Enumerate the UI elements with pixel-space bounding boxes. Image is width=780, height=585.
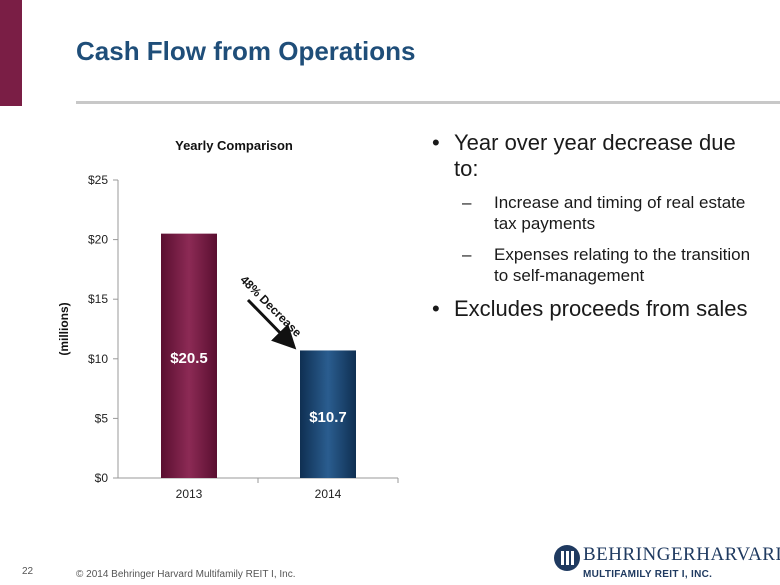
x-tick-label: 2014	[315, 487, 342, 501]
accent-bar	[0, 0, 22, 106]
company-logo: BEHRINGERHARVARD MULTIFAMILY REIT I, INC…	[553, 540, 780, 585]
logo-subtitle: MULTIFAMILY REIT I, INC.	[583, 569, 713, 580]
slide-title: Cash Flow from Operations	[76, 36, 416, 66]
y-tick-label: $10	[88, 352, 108, 366]
logo-emblem-icon	[554, 545, 580, 571]
chart-title: Yearly Comparison	[175, 138, 293, 153]
bullet-text: Increase and timing of real estate tax p…	[494, 193, 746, 233]
data-label: $20.5	[170, 350, 208, 367]
y-tick-label: $15	[88, 292, 108, 306]
copyright-text: © 2014 Behringer Harvard Multifamily REI…	[76, 569, 296, 580]
y-tick-label: $20	[88, 233, 108, 247]
dash-marker: –	[462, 193, 472, 212]
page-number: 22	[22, 566, 34, 577]
y-tick-label: $0	[95, 471, 109, 485]
bar-2014	[300, 350, 356, 478]
x-tick-label: 2013	[176, 487, 203, 501]
decrease-arrow	[246, 298, 297, 350]
bar-2013	[161, 233, 217, 478]
data-label: $10.7	[309, 409, 347, 426]
bullet-text: Expenses relating to the transition to s…	[494, 245, 751, 285]
bullet-item: • Year over year decrease due to:	[432, 130, 752, 182]
bullet-item: • Excludes proceeds from sales	[432, 296, 752, 322]
annotation-text: 48% Decrease	[237, 273, 304, 340]
bullet-text: Excludes proceeds from sales	[454, 296, 748, 321]
y-tick-label: $25	[88, 173, 108, 187]
sub-bullet-item: – Expenses relating to the transition to …	[432, 244, 752, 286]
bullet-text: Year over year decrease due to:	[454, 130, 736, 181]
y-tick-label: $5	[95, 411, 109, 425]
sub-bullet-item: – Increase and timing of real estate tax …	[432, 192, 752, 234]
y-axis-label: (millions)	[57, 302, 71, 355]
bullet-list: • Year over year decrease due to: – Increas…	[432, 130, 752, 332]
dash-marker: –	[462, 245, 472, 264]
bullet-marker: •	[432, 296, 440, 321]
logo-wordmark: BEHRINGERHARVARD	[583, 544, 780, 565]
bullet-marker: •	[432, 130, 440, 155]
title-rule	[76, 101, 780, 104]
